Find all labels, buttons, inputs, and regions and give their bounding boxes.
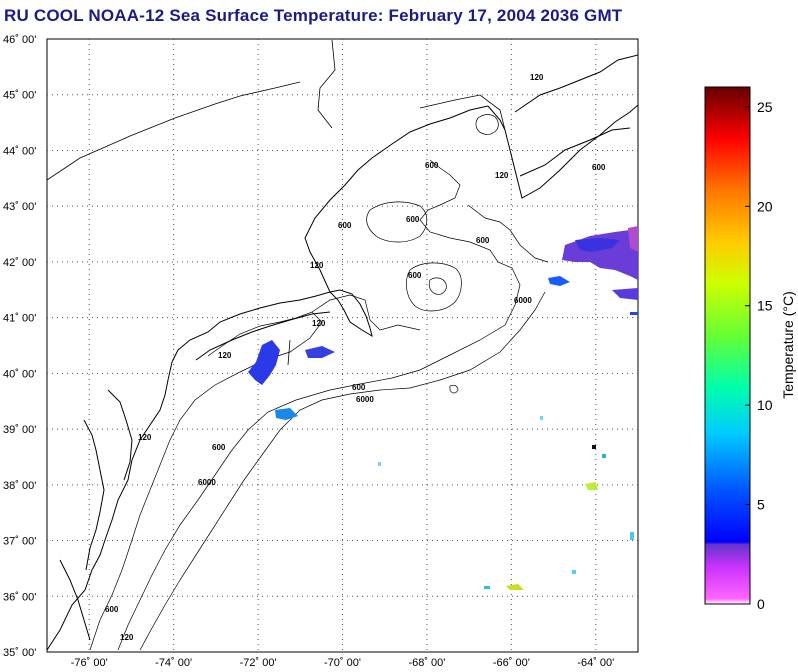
lat-label: 37˚ 00' — [3, 536, 36, 548]
sst-patch-warm-south — [506, 584, 524, 590]
svg-text:120: 120 — [218, 351, 232, 360]
contour-labels: 120 120 600 600 600 600 600 600 6000 120… — [105, 73, 606, 642]
coastline — [47, 54, 638, 651]
svg-text:600: 600 — [406, 215, 420, 224]
lon-label: -68˚ 00' — [408, 657, 445, 669]
colorbar-tick-label: 5 — [757, 497, 765, 513]
svg-text:600: 600 — [592, 163, 606, 172]
svg-text:120: 120 — [120, 633, 134, 642]
colorbar-ticks: 25 20 15 10 5 0 — [745, 99, 773, 612]
sst-patch-hudson — [248, 340, 280, 385]
svg-text:600: 600 — [476, 236, 490, 245]
svg-text:6000: 6000 — [514, 296, 532, 305]
latitude-labels: 46˚ 00' 45˚ 00' 44˚ 00' 43˚ 00' 42˚ 00' 41˚ 0… — [3, 34, 36, 659]
lat-label: 41˚ 00' — [3, 313, 36, 325]
bathymetry-contours — [89, 114, 549, 651]
svg-text:600: 600 — [212, 443, 226, 452]
lat-label: 43˚ 00' — [3, 201, 36, 213]
sst-speck-1 — [484, 586, 490, 589]
sst-patch-edge — [628, 226, 638, 252]
sst-speck-4 — [540, 416, 543, 420]
map-content: 120 120 600 600 600 600 600 600 6000 120… — [47, 39, 638, 651]
colorbar-tick-label: 10 — [757, 397, 773, 413]
svg-text:600: 600 — [408, 271, 422, 280]
sst-data — [248, 226, 638, 590]
lat-label: 36˚ 00' — [3, 591, 36, 603]
sst-speck-8 — [572, 570, 576, 574]
sst-speck-2 — [630, 532, 634, 540]
sst-speck-6 — [592, 445, 596, 449]
colorbar — [704, 86, 751, 605]
map-title: RU COOL NOAA-12 Sea Surface Temperature:… — [4, 6, 623, 25]
lat-label: 46˚ 00' — [3, 34, 36, 46]
svg-text:120: 120 — [310, 261, 324, 270]
svg-text:600: 600 — [105, 605, 119, 614]
lon-label: -74˚ 00' — [155, 657, 192, 669]
sst-patch-warm — [585, 482, 598, 490]
svg-text:6000: 6000 — [198, 478, 216, 487]
sst-patch-south — [275, 408, 298, 420]
lat-label: 39˚ 00' — [3, 424, 36, 436]
longitude-labels: -76˚ 00' -74˚ 00' -72˚ 00' -70˚ 00' -68˚ 00'… — [71, 657, 615, 669]
lon-label: -70˚ 00' — [324, 657, 361, 669]
lat-label: 42˚ 00' — [3, 257, 36, 269]
svg-text:6000: 6000 — [356, 395, 374, 404]
lat-label: 40˚ 00' — [3, 368, 36, 380]
colorbar-label: Temperature (°C) — [780, 291, 796, 399]
sst-speck-3 — [378, 462, 381, 466]
political-boundaries — [47, 39, 506, 366]
sst-speck-5 — [602, 454, 606, 458]
svg-text:600: 600 — [352, 383, 366, 392]
colorbar-tick-label: 20 — [757, 198, 773, 214]
map-frame — [46, 38, 639, 653]
sst-patch-inner — [575, 238, 620, 252]
svg-text:120: 120 — [530, 73, 544, 82]
svg-text:600: 600 — [425, 161, 439, 170]
lon-label: -72˚ 00' — [240, 657, 277, 669]
svg-text:120: 120 — [312, 319, 326, 328]
lat-label: 38˚ 00' — [3, 480, 36, 492]
svg-text:600: 600 — [338, 221, 352, 230]
lon-label: -66˚ 00' — [493, 657, 530, 669]
sst-speck-7 — [630, 312, 638, 315]
colorbar-tick-label: 15 — [757, 298, 773, 314]
lat-label: 35˚ 00' — [3, 647, 36, 659]
sst-patch-small — [548, 276, 570, 286]
svg-text:120: 120 — [138, 433, 152, 442]
svg-text:120: 120 — [495, 171, 509, 180]
colorbar-tick-label: 25 — [757, 99, 773, 115]
sst-patch-mid — [305, 346, 335, 358]
lat-label: 44˚ 00' — [3, 145, 36, 157]
colorbar-tick-label: 0 — [757, 596, 765, 612]
lon-label: -76˚ 00' — [71, 657, 108, 669]
sst-patch-east — [612, 288, 638, 300]
lon-label: -64˚ 00' — [577, 657, 614, 669]
lat-label: 45˚ 00' — [3, 90, 36, 102]
